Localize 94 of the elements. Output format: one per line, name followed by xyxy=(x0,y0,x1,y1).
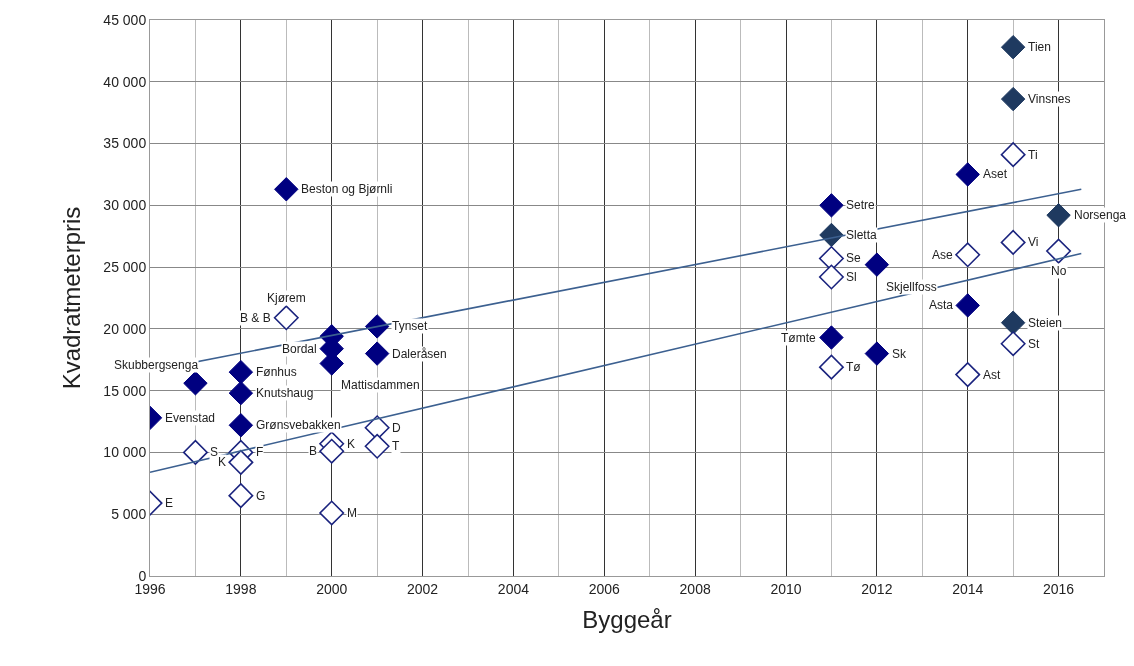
point xyxy=(819,193,844,218)
point xyxy=(1000,142,1026,168)
annotation: Beston og Bjørnli xyxy=(301,182,393,196)
x-tick-label: 2014 xyxy=(952,580,984,597)
x-tick-label: 2008 xyxy=(679,580,711,597)
point xyxy=(364,341,390,366)
annotation: Grønsvebakken xyxy=(256,418,341,432)
annotation: Mattisdammen xyxy=(341,378,420,392)
point xyxy=(273,305,299,331)
x-tick-label: 2016 xyxy=(1042,580,1075,597)
annotation: Skjellfoss xyxy=(886,280,937,294)
point xyxy=(818,264,844,290)
point xyxy=(274,177,299,202)
annotation: Knutshaug xyxy=(256,386,314,400)
annotation: Vinsnes xyxy=(1028,92,1071,106)
annotation: Norsenga xyxy=(1074,208,1127,222)
point xyxy=(818,354,844,380)
annotation: K xyxy=(218,455,227,469)
point xyxy=(228,413,254,438)
annotation: S xyxy=(210,445,219,459)
annotation: Se xyxy=(846,251,861,265)
annotation: Kjørem xyxy=(267,291,306,305)
annotation: Steien xyxy=(1028,316,1063,330)
point xyxy=(864,252,890,277)
annotation: E xyxy=(165,496,174,510)
annotation: Tynset xyxy=(392,319,429,333)
annotation: Fønhus xyxy=(256,365,297,379)
x-tick-label: 1998 xyxy=(225,580,257,597)
annotation: Ast xyxy=(983,368,1001,382)
point xyxy=(228,483,254,509)
y-tick-label: 25 000 xyxy=(103,259,147,276)
x-tick-label: 2012 xyxy=(861,580,893,597)
point xyxy=(228,380,254,406)
annotation: T xyxy=(392,439,400,453)
point xyxy=(955,162,980,187)
annotation: No xyxy=(1051,264,1067,278)
annotation: Vi xyxy=(1028,235,1039,249)
annotation: G xyxy=(256,489,266,503)
annotation: D xyxy=(392,421,401,435)
annotation: M xyxy=(347,506,357,520)
annotation: Tømte xyxy=(781,331,816,345)
point xyxy=(819,325,844,350)
y-tick-label: 35 000 xyxy=(103,135,147,152)
annotation: Aset xyxy=(983,167,1008,181)
x-tick-label: 2006 xyxy=(588,580,621,597)
annotation: Ase xyxy=(932,248,953,262)
point xyxy=(1000,229,1026,255)
x-tick-label: 2004 xyxy=(497,580,530,597)
point xyxy=(955,293,980,318)
point xyxy=(182,439,208,465)
point xyxy=(319,438,345,464)
x-tick-label: 2010 xyxy=(770,580,802,597)
point xyxy=(228,449,254,475)
point xyxy=(364,433,390,459)
point xyxy=(319,500,345,526)
annotation: Tø xyxy=(846,360,862,374)
point xyxy=(1000,86,1026,112)
y-tick-label: 30 000 xyxy=(103,197,147,214)
point xyxy=(1000,310,1026,335)
y-tick-label: 40 000 xyxy=(103,73,147,90)
annotation: Ti xyxy=(1028,148,1038,162)
annotation: Asta xyxy=(929,298,954,312)
annotation: Sk xyxy=(892,347,907,361)
annotation: F xyxy=(256,445,264,459)
annotation: Setre xyxy=(846,198,876,212)
point xyxy=(183,371,208,396)
x-tick-label: 2000 xyxy=(316,580,348,597)
annotation: St xyxy=(1028,337,1040,351)
point xyxy=(1046,238,1072,264)
point xyxy=(1000,34,1026,60)
point xyxy=(1000,331,1026,357)
annotation: Bordal xyxy=(282,342,317,356)
y-axis-title: Kvadratmeterpris xyxy=(58,206,86,390)
y-tick-label: 10 000 xyxy=(103,444,147,461)
y-tick-label: 20 000 xyxy=(103,320,147,337)
annotation: K xyxy=(347,437,356,451)
annotation: Sletta xyxy=(846,228,878,242)
annotation: Tien xyxy=(1028,40,1051,54)
annotation: Evenstad xyxy=(165,411,216,425)
y-tick-label: 15 000 xyxy=(103,382,147,399)
annotation: B & B xyxy=(240,311,271,325)
y-tick-label: 45 000 xyxy=(103,11,147,28)
annotation: B xyxy=(309,444,318,458)
point xyxy=(955,242,981,268)
y-tick-label: 5 000 xyxy=(111,506,147,523)
annotation: Daleråsen xyxy=(392,347,447,361)
point xyxy=(228,359,254,385)
point xyxy=(1046,203,1071,228)
point xyxy=(955,362,981,388)
x-axis-title: Byggeår xyxy=(582,606,672,634)
point xyxy=(864,341,890,366)
annotation: Sl xyxy=(846,270,857,284)
annotation: Skubbergsenga xyxy=(114,358,199,372)
x-tick-label: 2002 xyxy=(406,580,439,597)
